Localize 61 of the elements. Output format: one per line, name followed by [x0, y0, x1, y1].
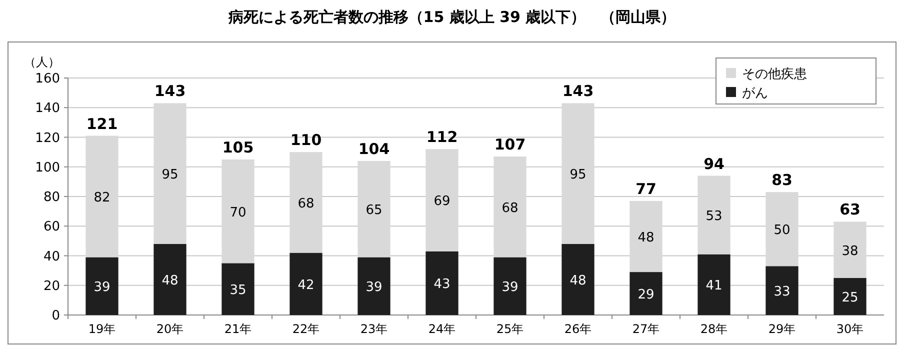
title: 病死による死亡者数の推移（15 歳以上 39 歳以下） （岡山県） [228, 8, 676, 26]
ytick: 60 [43, 220, 60, 235]
total: 143 [562, 82, 594, 100]
total: 110 [290, 131, 322, 150]
ylabel: （人） [24, 55, 60, 69]
xtick: 23年 [360, 322, 388, 336]
xtick: 26年 [564, 322, 592, 336]
label: 48 [638, 230, 654, 246]
total: 104 [358, 140, 390, 158]
label: 39 [94, 280, 110, 296]
label: 41 [706, 278, 722, 294]
xtick: 29年 [768, 322, 796, 336]
ytick: 20 [43, 278, 60, 294]
total: 143 [154, 82, 186, 100]
label: 70 [230, 205, 246, 220]
total: 83 [772, 171, 792, 190]
label: 95 [570, 168, 586, 183]
label: 48 [570, 273, 586, 288]
legend-label: がん [742, 86, 768, 101]
xtick: 25年 [496, 322, 524, 336]
total: 63 [840, 200, 860, 219]
label: 39 [502, 280, 518, 296]
total: 107 [494, 136, 526, 154]
label: 68 [298, 196, 314, 212]
label: 33 [774, 284, 790, 300]
ytick: 100 [35, 160, 60, 176]
label: 95 [162, 168, 178, 183]
label: 48 [162, 273, 178, 288]
label: 82 [94, 190, 110, 206]
label: 69 [434, 194, 450, 210]
label: 42 [298, 278, 314, 293]
label: 68 [502, 200, 518, 216]
total: 94 [704, 154, 724, 173]
label: 38 [842, 244, 858, 259]
ytick: 120 [35, 130, 60, 146]
legend-label: その他疾患 [742, 67, 807, 82]
label: 50 [774, 223, 790, 238]
label: 39 [366, 280, 382, 296]
label: 35 [230, 283, 246, 298]
label: 25 [842, 290, 858, 306]
label: 65 [366, 203, 382, 218]
ytick: 160 [35, 72, 60, 86]
total: 77 [636, 180, 656, 198]
total: 105 [222, 138, 254, 156]
xtick: 28年 [700, 322, 728, 336]
ytick: 0 [52, 308, 60, 324]
ytick: 140 [35, 101, 60, 116]
ytick: 80 [43, 190, 60, 205]
xtick: 24年 [428, 322, 456, 336]
xtick: 27年 [632, 322, 660, 336]
label: 43 [434, 277, 450, 292]
label: 29 [638, 288, 654, 303]
total: 121 [86, 114, 118, 133]
ytick: 40 [43, 249, 60, 264]
xtick: 22年 [292, 322, 320, 336]
label: 53 [706, 209, 722, 224]
xtick: 21年 [224, 322, 252, 336]
total: 112 [426, 128, 458, 146]
xtick: 19年 [88, 322, 116, 336]
xtick: 30年 [836, 322, 864, 336]
xtick: 20年 [156, 322, 184, 336]
